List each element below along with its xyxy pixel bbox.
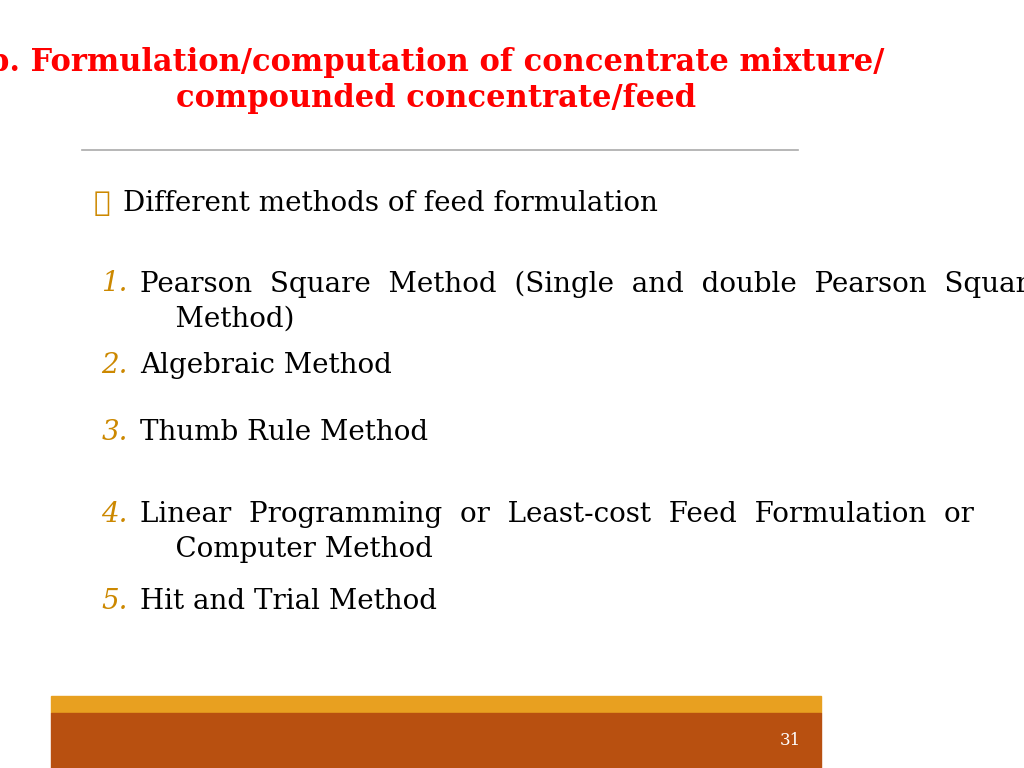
Text: Linear  Programming  or  Least-cost  Feed  Formulation  or
    Computer Method: Linear Programming or Least-cost Feed Fo…: [140, 501, 974, 563]
Text: Hit and Trial Method: Hit and Trial Method: [140, 588, 437, 614]
Text: 1.: 1.: [101, 270, 128, 297]
Bar: [51, 713, 821, 768]
Text: 4.: 4.: [101, 501, 128, 528]
Text: ❖: ❖: [94, 190, 111, 217]
Text: 31: 31: [779, 732, 801, 749]
Text: b. Formulation/computation of concentrate mixture/
compounded concentrate/feed: b. Formulation/computation of concentrat…: [0, 48, 885, 114]
Text: Algebraic Method: Algebraic Method: [140, 352, 392, 379]
Text: Thumb Rule Method: Thumb Rule Method: [140, 419, 428, 445]
Text: 5.: 5.: [101, 588, 128, 614]
Bar: [51, 696, 821, 713]
Text: Pearson  Square  Method  (Single  and  double  Pearson  Square
    Method): Pearson Square Method (Single and double…: [140, 270, 1024, 333]
Text: 2.: 2.: [101, 352, 128, 379]
Text: 3.: 3.: [101, 419, 128, 445]
Text: Different methods of feed formulation: Different methods of feed formulation: [123, 190, 657, 217]
